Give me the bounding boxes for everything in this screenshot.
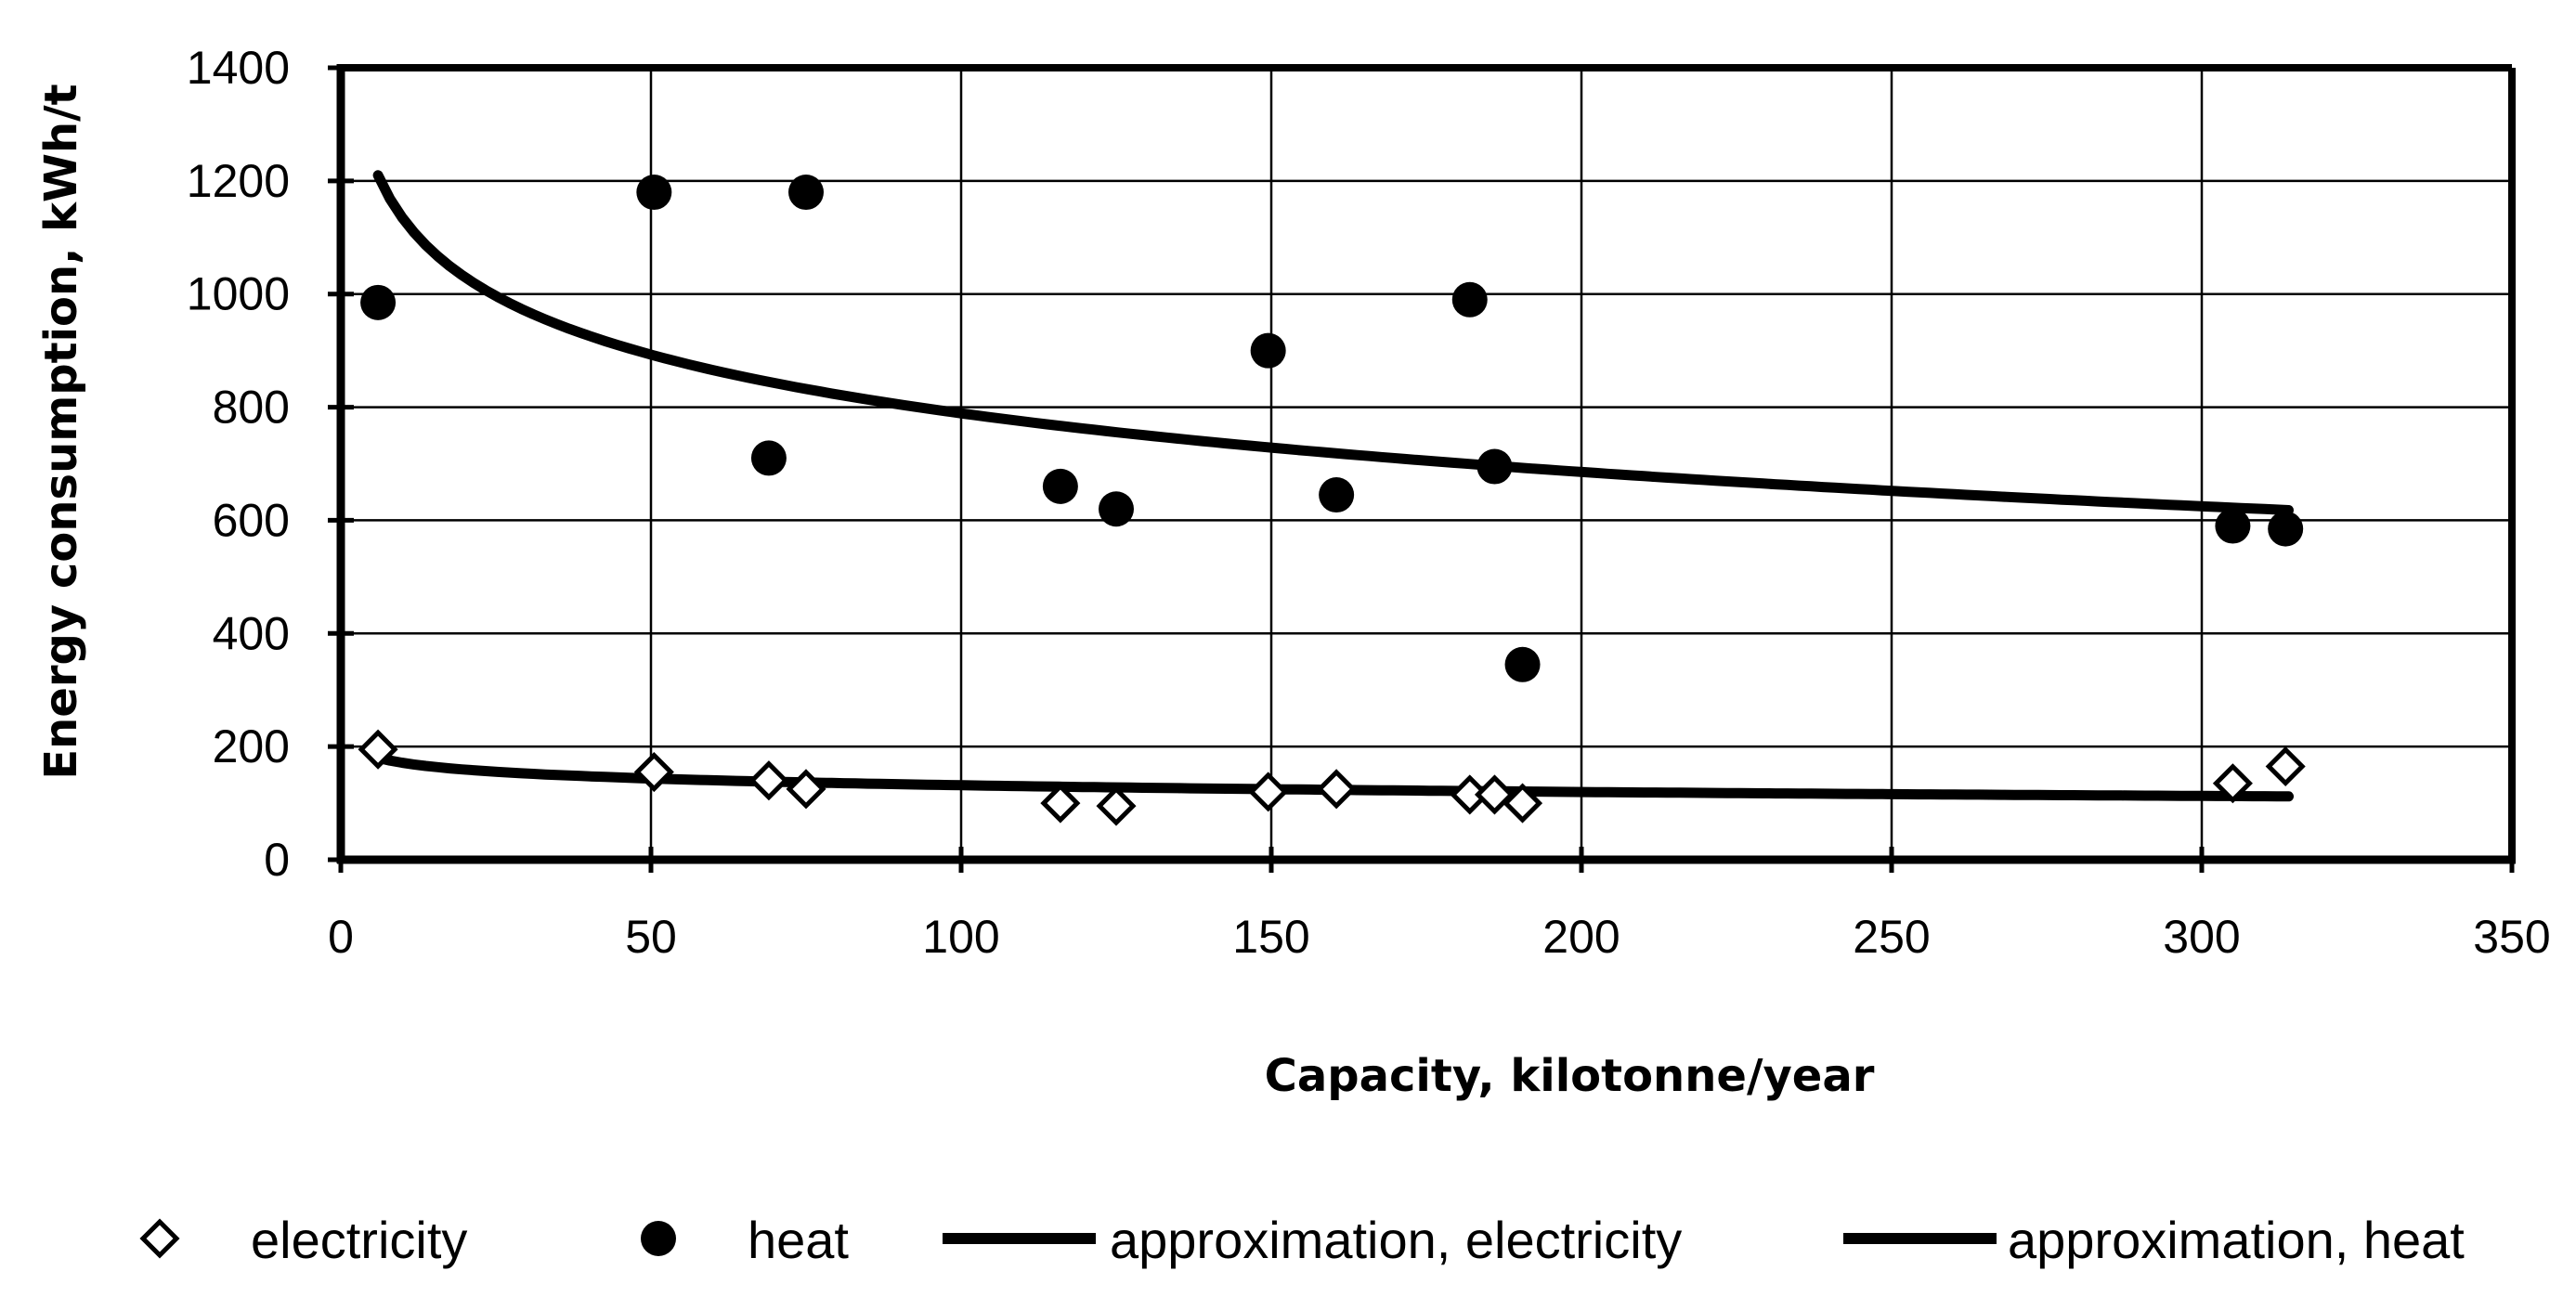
data-points (358, 175, 2306, 826)
electricity-point (1248, 772, 1289, 812)
legend-label-electricity: electricity (251, 1211, 467, 1269)
legend-label-approx-heat: approximation, heat (2008, 1211, 2465, 1269)
electricity-point (2265, 746, 2306, 787)
legend: electricity heat approximation, electric… (139, 1211, 2465, 1269)
legend-label-heat: heat (748, 1211, 849, 1269)
electricity-point (2212, 763, 2253, 804)
heat-point (1319, 477, 1355, 513)
y-axis-title: Energy consumption, kWh/t (35, 84, 87, 779)
x-tick-label: 300 (2163, 911, 2240, 963)
heat-point (1042, 468, 1078, 504)
tick-labels: 0 200 400 600 800 1000 1200 1400 0 50 100 150 200 250… (187, 42, 2551, 963)
heat-point (1504, 646, 1541, 682)
y-tick-label: 800 (213, 382, 290, 434)
electricity-point (1316, 769, 1357, 810)
y-tick-label: 0 (264, 834, 290, 886)
y-tick-label: 1000 (187, 268, 290, 320)
axes (328, 64, 2516, 873)
y-tick-label: 600 (213, 494, 290, 546)
heat-point (636, 175, 672, 211)
heat-point (788, 175, 824, 211)
electricity-point (1503, 783, 1543, 824)
x-tick-label: 0 (328, 911, 354, 963)
x-axis-title: Capacity, kilotonne/year (1265, 1050, 1875, 1102)
electricity-point (1040, 783, 1081, 824)
heat-point (360, 284, 397, 320)
x-tick-label: 250 (1853, 911, 1930, 963)
electricity-point (1096, 785, 1137, 826)
electricity-point (748, 760, 789, 801)
legend-label-approx-electricity: approximation, electricity (1110, 1211, 1682, 1269)
legend-marker-heat (641, 1221, 676, 1256)
electricity-point (633, 752, 674, 793)
fit-line-approximation-heat (372, 170, 2294, 515)
heat-point (1250, 332, 1286, 369)
x-tick-label: 100 (922, 911, 999, 963)
x-tick-label: 350 (2473, 911, 2550, 963)
heat-point (2268, 511, 2304, 547)
heat-point (1099, 491, 1134, 527)
y-tick-label: 1400 (187, 42, 290, 94)
heat-point (750, 440, 787, 476)
legend-marker-electricity (139, 1218, 180, 1259)
electricity-point (358, 729, 398, 770)
x-tick-label: 200 (1542, 911, 1620, 963)
heat-point (2215, 508, 2251, 544)
electricity-point (786, 769, 826, 810)
x-tick-label: 150 (1232, 911, 1309, 963)
y-tick-label: 400 (213, 607, 290, 659)
y-tick-label: 200 (213, 720, 290, 772)
x-tick-label: 50 (625, 911, 677, 963)
heat-point (1477, 448, 1513, 485)
y-tick-label: 1200 (187, 155, 290, 207)
heat-point (1451, 281, 1488, 318)
